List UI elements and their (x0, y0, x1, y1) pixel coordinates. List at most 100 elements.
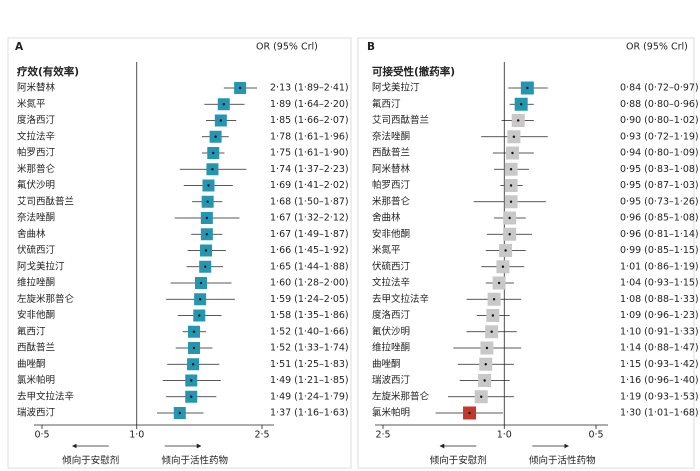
value-label: 1·74 (1·37–2·23) (270, 164, 349, 175)
value-label: 1·04 (0·93–1·15) (620, 278, 699, 289)
value-label: 1·15 (0·93–1·42) (620, 359, 699, 370)
estimate-dot (206, 200, 209, 203)
value-label: 1·59 (1·24–2·05) (270, 294, 349, 305)
estimate-dot (222, 103, 225, 106)
value-label: 0·94 (0·80–1·09) (620, 148, 699, 159)
x-tick-label: 0·5 (34, 430, 49, 441)
row-label: 氟伏沙明 (372, 325, 410, 337)
value-label: 1·52 (1·33–1·74) (270, 343, 349, 354)
x-tick-label: 1·0 (497, 430, 512, 441)
row-label: 文拉法辛 (372, 277, 410, 289)
estimate-dot (192, 330, 196, 333)
value-label: 1·37 (1·16–1·63) (270, 408, 349, 419)
panel-title: 可接受性(撤药率) (372, 65, 455, 78)
row-label: 左旋米那普仑 (372, 390, 430, 402)
row-label: 去甲文拉法辛 (372, 293, 429, 305)
direction-note: 倾向于安慰剂 (430, 455, 487, 467)
value-label: 1·49 (1·24–1·79) (270, 391, 349, 402)
row-label: 帕罗西汀 (372, 179, 411, 191)
value-label: 2·13 (1·89–2·41) (270, 83, 349, 94)
row-label: 米那普仑 (17, 163, 56, 175)
estimate-dot (508, 233, 511, 236)
estimate-dot (480, 395, 483, 398)
estimate-dot (526, 86, 529, 90)
row-label: 氟西汀 (372, 98, 401, 110)
row-label: 安非他酮 (17, 309, 55, 321)
value-label: 1·09 (0·96–1·23) (620, 310, 699, 321)
estimate-dot (511, 151, 514, 155)
value-label: 1·19 (0·93–1·53) (620, 391, 699, 402)
estimate-dot (190, 395, 193, 398)
value-label: 1·58 (1·35–1·86) (270, 310, 349, 321)
x-tick-label: 1·0 (129, 430, 144, 441)
estimate-dot (191, 363, 195, 366)
row-label: 阿戈美拉汀 (17, 260, 65, 272)
estimate-dot (501, 265, 505, 268)
row-label: 伏硫西汀 (372, 260, 411, 272)
row-label: 艾司西酞普兰 (17, 195, 74, 207)
row-label: 文拉法辛 (17, 130, 55, 142)
value-label: 1·65 (1·44–1·88) (270, 261, 349, 272)
panel-letter: A (15, 41, 24, 53)
estimate-dot (204, 265, 207, 268)
estimate-dot (485, 346, 489, 350)
value-label: 1·51 (1·25–1·83) (270, 359, 349, 370)
value-label: 1·30 (1·01–1·68) (620, 408, 699, 419)
value-label: 0·96 (0·85–1·08) (620, 213, 699, 224)
row-label: 度洛西汀 (372, 309, 411, 321)
row-label: 去甲文拉法辛 (17, 390, 74, 402)
value-label: 0·88 (0·80–0·96) (620, 99, 699, 110)
direction-note: 倾向于活性药物 (161, 455, 228, 467)
panel-frame (7, 37, 352, 469)
value-label: 1·67 (1·49–1·87) (270, 229, 349, 240)
row-label: 奈法唑酮 (372, 130, 410, 142)
row-label: 米氮平 (17, 98, 46, 110)
row-label: 维拉唑酮 (17, 277, 55, 289)
x-tick-label: 2·5 (254, 430, 269, 441)
estimate-dot (512, 135, 516, 138)
value-label: 1·89 (1·64–2·20) (270, 99, 349, 110)
row-label: 米那普仑 (372, 195, 411, 207)
row-label: 维拉唑酮 (372, 342, 410, 354)
row-label: 曲唑酮 (17, 358, 46, 370)
x-tick-label: 0·5 (588, 430, 603, 441)
row-label: 西酞普兰 (17, 342, 55, 354)
value-label: 1·78 (1·61–1·96) (270, 131, 349, 142)
estimate-dot (207, 184, 210, 187)
value-label: 1·01 (0·86–1·19) (620, 261, 699, 272)
value-label: 0·95 (0·73–1·26) (620, 196, 699, 207)
estimate-dot (211, 168, 214, 171)
panel-letter: B (367, 41, 375, 53)
value-label: 0·90 (0·80–1·02) (620, 115, 699, 126)
estimate-dot (192, 346, 196, 350)
estimate-dot (509, 200, 513, 203)
estimate-dot (238, 86, 242, 90)
value-label: 0·96 (0·81–1·14) (620, 229, 699, 240)
estimate-dot (205, 233, 209, 236)
direction-note: 倾向于安慰剂 (62, 455, 119, 467)
row-label: 艾司西酞普兰 (372, 114, 429, 126)
row-label: 度洛西汀 (17, 114, 56, 126)
value-label: 1·60 (1·28–2·00) (270, 278, 349, 289)
value-label: 1·68 (1·50–1·87) (270, 196, 349, 207)
value-label: 0·84 (0·72–0·97) (620, 83, 699, 94)
direction-note: 倾向于活性药物 (529, 455, 596, 467)
estimate-dot (504, 249, 507, 252)
estimate-dot (497, 281, 501, 285)
row-label: 氯米帕明 (17, 374, 55, 386)
value-label: 0·95 (0·87–1·03) (620, 180, 699, 191)
row-label: 舍曲林 (17, 228, 46, 240)
value-label: 1·16 (0·96–1·40) (620, 375, 699, 386)
row-label: 帕罗西汀 (17, 147, 56, 159)
row-label: 曲唑酮 (372, 358, 401, 370)
row-label: 氟伏沙明 (17, 179, 55, 191)
row-label: 阿米替林 (17, 82, 56, 94)
estimate-dot (468, 411, 471, 415)
row-label: 瑞波西汀 (372, 374, 411, 386)
row-label: 瑞波西汀 (17, 407, 56, 419)
estimate-dot (509, 168, 513, 171)
estimate-dot (198, 314, 201, 317)
estimate-dot (205, 216, 209, 220)
estimate-dot (483, 379, 486, 382)
estimate-dot (492, 298, 496, 301)
